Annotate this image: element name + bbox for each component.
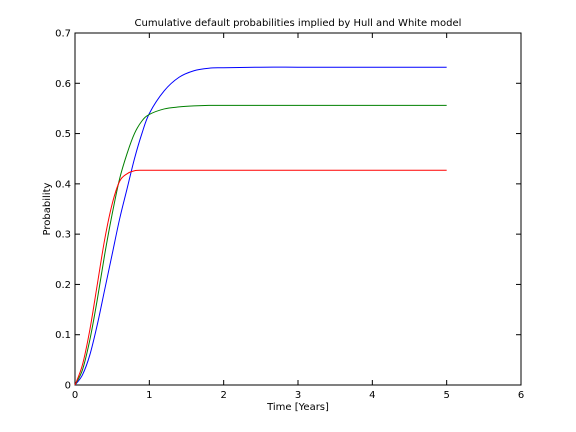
y-axis-label: Probability	[42, 182, 53, 235]
y-tick-label: 0	[65, 381, 71, 392]
series-line-green	[74, 104, 447, 386]
x-tick-label: 0	[72, 390, 78, 401]
x-tick-label: 2	[220, 390, 226, 401]
series-layer	[74, 66, 447, 386]
y-tick-label: 0.6	[55, 79, 71, 90]
x-tick-label: 3	[295, 390, 301, 401]
chart-title: Cumulative default probabilities implied…	[135, 18, 462, 29]
y-tick-label: 0.7	[55, 29, 71, 40]
x-axis-label: Time [Years]	[266, 402, 329, 413]
y-tick-label: 0.4	[55, 179, 71, 190]
series-line-red	[74, 169, 447, 386]
tick-labels: 0 1 2 3 4 5 6 0 0.1 0.2 0.3 0.4 0.5 0.6 0.7	[55, 29, 524, 402]
y-tick-label: 0.2	[55, 280, 71, 291]
x-tick-label: 5	[443, 390, 449, 401]
series-line-blue	[74, 66, 447, 386]
plot-area: 0 1 2 3 4 5 6 0 0.1 0.2 0.3 0.4 0.5 0.6 0.7	[55, 29, 524, 402]
x-tick-label: 1	[146, 390, 152, 401]
x-tick-label: 6	[518, 390, 524, 401]
x-tick-label: 4	[369, 390, 375, 401]
y-tick-label: 0.3	[55, 230, 71, 241]
axis-ticks	[74, 32, 522, 386]
y-tick-label: 0.1	[55, 330, 71, 341]
y-tick-label: 0.5	[55, 129, 71, 140]
